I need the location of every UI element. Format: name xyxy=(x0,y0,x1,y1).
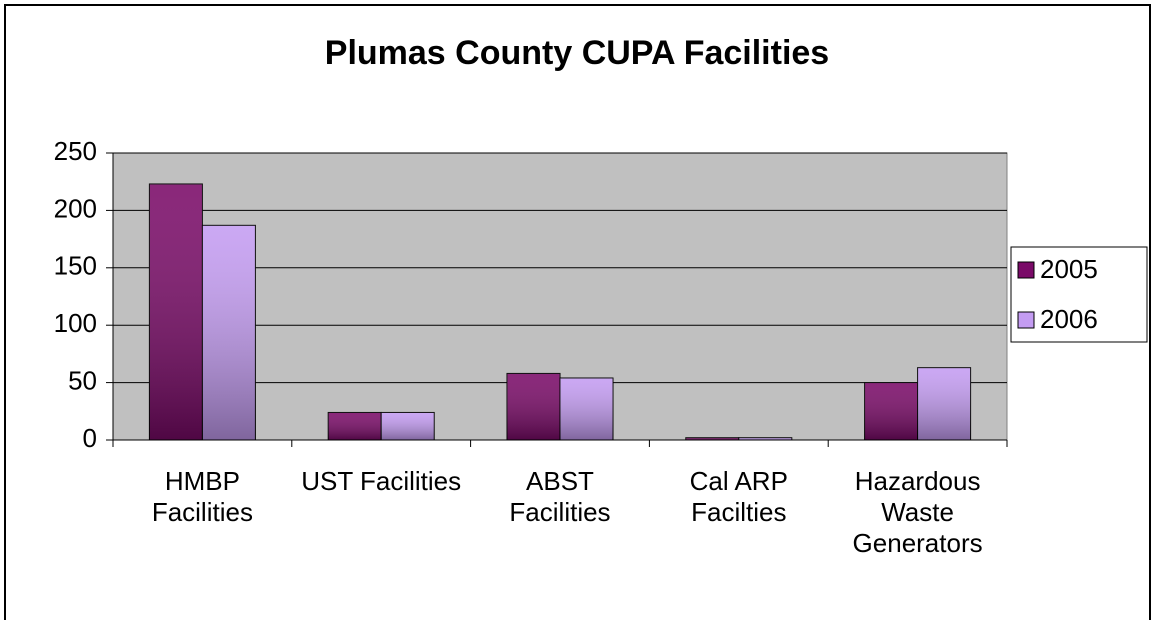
legend-label: 2006 xyxy=(1040,304,1098,334)
legend-swatch xyxy=(1017,311,1035,329)
x-tick-label: Cal ARP Facilties xyxy=(689,466,788,527)
chart-frame xyxy=(4,4,1151,620)
bar xyxy=(864,382,919,441)
y-tick-label: 100 xyxy=(54,308,97,338)
bar xyxy=(201,224,256,441)
legend-swatch xyxy=(1017,261,1035,279)
legend-label: 2005 xyxy=(1040,254,1098,284)
y-tick-label: 50 xyxy=(68,365,97,395)
x-tick-label: HMBP Facilities xyxy=(151,466,253,527)
y-tick-label: 0 xyxy=(83,423,97,453)
x-tick-label: ABST Facilities xyxy=(509,466,611,527)
bar xyxy=(327,411,382,441)
chart-title: Plumas County CUPA Facilities xyxy=(325,34,829,72)
bar xyxy=(148,183,203,441)
bar xyxy=(380,411,435,441)
bar xyxy=(506,372,561,441)
bar xyxy=(685,437,740,441)
y-tick-label: 150 xyxy=(54,251,97,281)
y-tick-label: 250 xyxy=(54,136,97,166)
x-tick-label: UST Facilities xyxy=(301,466,462,496)
bar xyxy=(738,437,793,441)
y-tick-label: 200 xyxy=(54,193,97,223)
bar xyxy=(559,377,614,441)
x-tick-label: Hazardous Waste Generators xyxy=(852,466,983,558)
bar xyxy=(917,367,972,441)
